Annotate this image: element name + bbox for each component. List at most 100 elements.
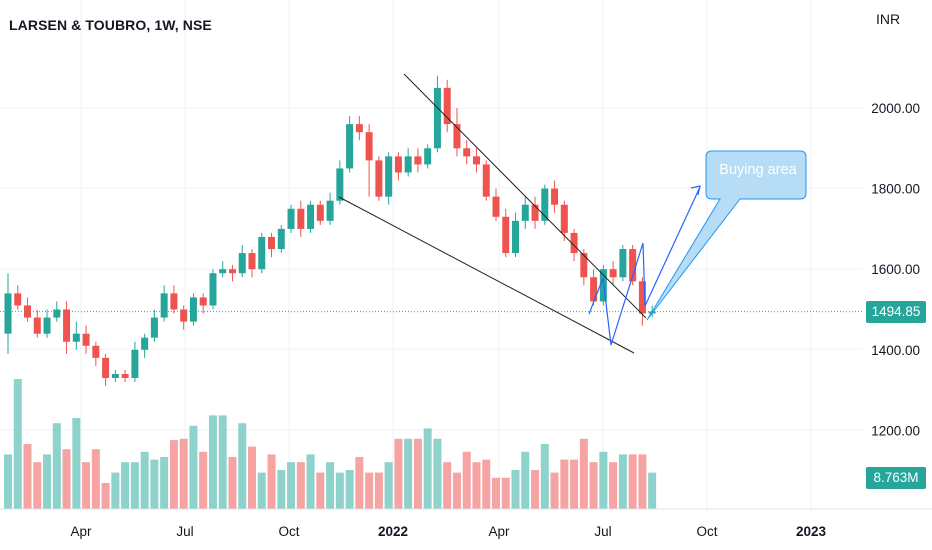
candle-body: [590, 277, 598, 302]
candle-body: [463, 148, 471, 157]
candle-body: [375, 160, 383, 197]
volume-bar: [394, 438, 403, 509]
volume-bars: [4, 379, 657, 509]
candlesticks: [4, 75, 656, 387]
time-axis-label: Jul: [594, 524, 611, 539]
volume-bar: [521, 451, 530, 509]
volume-bar: [433, 438, 442, 509]
volume-bar: [228, 457, 237, 509]
volume-bar: [511, 470, 520, 509]
candle-body: [4, 293, 12, 334]
candle-body: [14, 293, 22, 306]
candle-body: [92, 345, 100, 358]
volume-bar: [218, 415, 227, 509]
volume-bar: [91, 449, 100, 509]
time-axis-label: Oct: [696, 524, 717, 539]
volume-bar: [374, 472, 383, 509]
candle-body: [355, 124, 363, 133]
volume-bar: [52, 423, 61, 509]
volume-bar: [550, 472, 559, 509]
candle-body: [297, 208, 305, 229]
volume-bar: [101, 483, 110, 509]
candle-body: [414, 156, 422, 165]
volume-bar: [423, 428, 432, 509]
volume-bar: [208, 415, 217, 509]
volume-bar: [443, 462, 452, 509]
time-axis-label: Jul: [176, 524, 193, 539]
candle-body: [160, 293, 168, 318]
buying-area-label: Buying area: [719, 162, 797, 178]
candle-body: [551, 188, 559, 205]
candle-body: [580, 253, 588, 278]
candle-body: [121, 373, 129, 379]
projection-path: [588, 186, 701, 346]
candle-body: [433, 87, 441, 149]
candle-body: [482, 164, 490, 197]
volume-bar: [365, 472, 374, 509]
candle-body: [111, 373, 119, 379]
candle-body: [277, 228, 285, 250]
candle-body: [570, 232, 578, 254]
volume-bar: [306, 454, 315, 509]
candle-body: [541, 188, 549, 221]
projection-arrowhead: [690, 185, 701, 196]
volume-bar: [111, 472, 120, 509]
candle-body: [238, 253, 246, 274]
volume-bar: [189, 425, 198, 509]
volume-bar: [618, 454, 627, 509]
volume-bar: [130, 462, 139, 509]
volume-bar: [648, 472, 657, 509]
lower-trendline: [338, 196, 635, 354]
candle-body: [102, 357, 110, 379]
volume-bar: [501, 477, 510, 509]
last-price-tag: 1494.85: [866, 300, 926, 323]
volume-bar: [316, 472, 325, 509]
candle-body: [326, 200, 334, 221]
volume-bar: [121, 462, 130, 509]
candle-body: [346, 124, 354, 169]
volume-bar: [62, 449, 71, 509]
volume-bar: [296, 462, 305, 509]
volume-bar: [413, 438, 422, 509]
volume-bar: [23, 444, 32, 509]
candle-body: [131, 349, 139, 379]
candle-body: [502, 216, 510, 254]
time-axis-label: 2022: [378, 524, 408, 539]
candle-body: [492, 196, 500, 217]
symbol-title: LARSEN & TOUBRO, 1W, NSE: [9, 17, 212, 33]
volume-bar: [472, 462, 481, 509]
candle-body: [287, 208, 295, 229]
candle-body: [453, 124, 461, 149]
volume-bar: [531, 470, 540, 509]
time-axis: Apr Jul Oct 2022 Apr Jul Oct 2023: [70, 524, 826, 539]
price-axis-label: 1400.00: [871, 343, 920, 358]
volume-bar: [179, 438, 188, 509]
currency-label: INR: [876, 11, 901, 27]
time-axis-label: Oct: [278, 524, 299, 539]
volume-bar: [160, 457, 169, 509]
volume-bar: [452, 472, 461, 509]
candle-body: [336, 168, 344, 201]
volume-bar: [628, 454, 637, 509]
time-axis-label: 2023: [796, 524, 827, 539]
volume-bar: [335, 472, 344, 509]
volume-bar: [4, 454, 12, 509]
volume-bar: [462, 451, 471, 509]
volume-bar: [72, 418, 81, 509]
time-axis-label: Apr: [488, 524, 510, 539]
candle-body: [199, 297, 207, 306]
candle-body: [629, 249, 637, 282]
candle-body: [307, 204, 315, 229]
candle-body: [365, 132, 373, 161]
candle-body: [170, 293, 178, 310]
candle-body: [424, 148, 432, 165]
candle-body: [512, 220, 520, 254]
candle-body: [560, 204, 568, 233]
volume-bar: [609, 462, 618, 509]
candle-body: [472, 156, 480, 165]
candle-body: [209, 273, 217, 306]
volume-bar: [33, 462, 42, 509]
candle-body: [141, 337, 149, 350]
volume-bar: [345, 470, 354, 509]
